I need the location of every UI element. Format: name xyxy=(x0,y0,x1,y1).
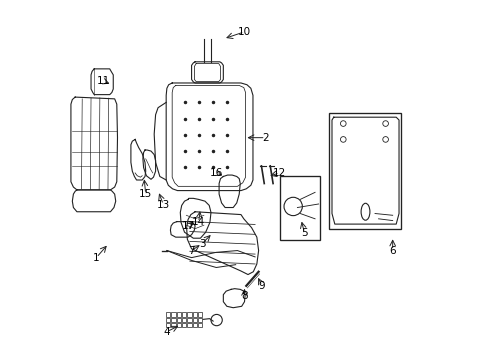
Text: 2: 2 xyxy=(262,133,268,143)
Bar xyxy=(192,312,197,316)
Text: 12: 12 xyxy=(273,168,286,178)
Bar xyxy=(182,323,186,327)
Bar xyxy=(187,312,191,316)
Text: 10: 10 xyxy=(238,27,250,37)
Bar xyxy=(166,323,170,327)
Bar xyxy=(171,318,175,322)
Bar xyxy=(166,312,170,316)
Bar xyxy=(182,312,186,316)
Text: 11: 11 xyxy=(97,76,110,86)
Text: 5: 5 xyxy=(301,228,307,238)
Bar xyxy=(171,312,175,316)
Text: 8: 8 xyxy=(241,292,247,301)
Bar xyxy=(176,323,181,327)
Text: 1: 1 xyxy=(93,253,100,262)
Text: 17: 17 xyxy=(181,221,194,231)
Bar xyxy=(166,318,170,322)
Bar xyxy=(187,318,191,322)
Bar xyxy=(279,176,320,240)
Text: 14: 14 xyxy=(192,217,205,227)
Bar xyxy=(198,323,202,327)
Bar xyxy=(176,312,181,316)
Bar xyxy=(171,323,175,327)
Text: 3: 3 xyxy=(199,239,205,248)
Text: 7: 7 xyxy=(188,246,195,256)
Bar xyxy=(192,318,197,322)
Bar xyxy=(182,318,186,322)
Text: 4: 4 xyxy=(163,327,170,337)
Bar xyxy=(176,318,181,322)
Bar xyxy=(198,318,202,322)
Bar xyxy=(187,323,191,327)
Text: 15: 15 xyxy=(139,189,152,199)
Bar xyxy=(328,113,401,229)
Text: 6: 6 xyxy=(388,246,395,256)
Bar xyxy=(198,312,202,316)
Bar xyxy=(192,323,197,327)
Text: 9: 9 xyxy=(258,281,265,291)
Text: 13: 13 xyxy=(157,200,170,210)
Text: 16: 16 xyxy=(209,168,223,178)
